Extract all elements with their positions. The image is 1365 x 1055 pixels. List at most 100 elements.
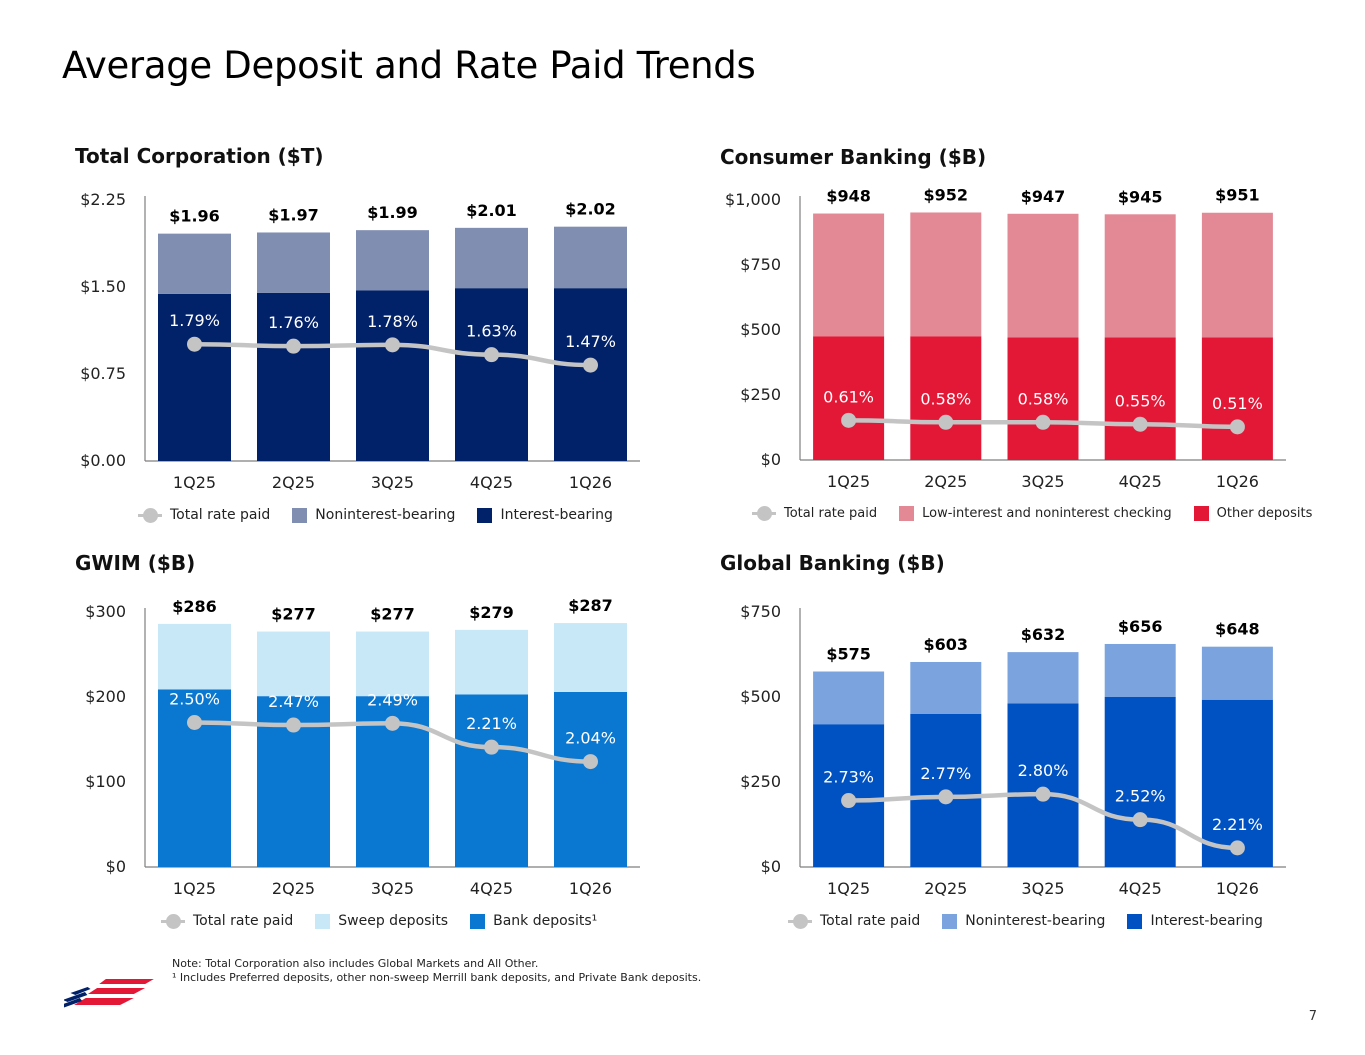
legend-label: Sweep deposits: [338, 913, 449, 929]
x-tick-label: 1Q25: [827, 472, 870, 491]
rate-value-label: 2.04%: [565, 729, 616, 748]
rate-point: [938, 414, 954, 430]
y-tick-label: $0.00: [80, 451, 126, 470]
footnote-note: Note: Total Corporation also includes Gl…: [172, 957, 539, 970]
rate-line-icon: [788, 913, 812, 929]
bar-segment-noninterest-bearing-3q25: [356, 230, 429, 291]
legend-item-interest-bearing: Interest-bearing: [477, 507, 613, 523]
bank-flag-logo: [64, 979, 154, 1009]
bar-segment-interest-bearing-1q26: [554, 288, 627, 461]
legend-swatch: [1127, 913, 1143, 929]
rate-line-icon: [138, 507, 162, 523]
x-tick-label: 2Q25: [272, 473, 315, 492]
rate-value-label: 2.77%: [920, 764, 971, 783]
bar-segment-noninterest-bearing-1q26: [1201, 646, 1273, 700]
y-tick-label: $500: [740, 320, 781, 339]
gwim-title: GWIM ($B): [75, 551, 196, 575]
total-value-label: $2.02: [565, 200, 616, 219]
legend-label: Total rate paid: [820, 913, 921, 929]
x-tick-label: 2Q25: [924, 472, 967, 491]
bar-segment-low-interest-and-noninterest-checking-4q25: [1104, 214, 1176, 338]
page-number: 7: [1308, 1009, 1317, 1024]
bar-segment-interest-bearing-3q25: [356, 290, 429, 461]
rate-point: [286, 717, 301, 733]
rate-value-label: 1.76%: [268, 313, 319, 332]
total-value-label: $277: [370, 605, 415, 624]
legend-item-bank-deposits: Bank deposits¹: [470, 913, 597, 929]
x-tick-label: 4Q25: [1119, 472, 1162, 491]
logo-stripe: [74, 998, 134, 1005]
legend-label: Total rate paid: [193, 913, 294, 929]
x-tick-label: 3Q25: [1021, 879, 1064, 898]
total-value-label: $948: [826, 187, 871, 206]
bar-segment-interest-bearing-3q25: [1007, 703, 1079, 867]
legend-label: Low-interest and noninterest checking: [922, 506, 1172, 521]
legend-label: Interest-bearing: [1150, 913, 1263, 929]
x-tick-label: 1Q26: [569, 473, 612, 492]
rate-point: [286, 338, 301, 354]
logo-stripe: [87, 988, 146, 994]
bar-segment-bank-deposits-1q26: [554, 691, 627, 867]
rate-point: [583, 754, 598, 770]
total-value-label: $945: [1118, 187, 1163, 206]
bar-segment-interest-bearing-1q25: [158, 293, 231, 461]
bar-segment-sweep-deposits-4q25: [455, 629, 528, 695]
rate-value-label: 0.58%: [1018, 389, 1069, 408]
rate-value-label: 1.63%: [466, 322, 517, 341]
legend-swatch: [1193, 506, 1209, 521]
page-title: Average Deposit and Rate Paid Trends: [62, 44, 756, 87]
bar-segment-noninterest-bearing-1q25: [158, 233, 231, 294]
legend-label: Bank deposits¹: [493, 913, 598, 929]
rate-point: [484, 347, 499, 363]
legend-label: Interest-bearing: [500, 507, 613, 523]
x-tick-label: 3Q25: [371, 879, 414, 898]
bar-segment-low-interest-and-noninterest-checking-1q26: [1201, 212, 1273, 338]
y-tick-label: $0: [761, 857, 781, 876]
y-tick-label: $750: [740, 255, 781, 274]
rate-point: [841, 793, 857, 809]
rate-line-icon: [752, 506, 776, 521]
y-tick-label: $1,000: [725, 190, 781, 209]
y-tick-label: $0.75: [80, 364, 126, 383]
legend-item-low-interest-checking: Low-interest and noninterest checking: [899, 506, 1172, 521]
rate-value-label: 2.73%: [823, 768, 874, 787]
bar-segment-other-deposits-4q25: [1104, 337, 1176, 460]
total-value-label: $277: [271, 605, 316, 624]
y-tick-label: $200: [85, 687, 126, 706]
y-tick-label: $0: [761, 450, 781, 469]
total-corporation-legend: Total rate paid Noninterest-bearing Inte…: [138, 507, 613, 523]
rate-value-label: 2.50%: [169, 690, 220, 709]
x-tick-label: 1Q26: [1216, 472, 1259, 491]
legend-label: Total rate paid: [784, 506, 878, 521]
bar-segment-noninterest-bearing-4q25: [455, 227, 528, 289]
footnote-1: ¹ Includes Preferred deposits, other non…: [172, 971, 702, 984]
legend-swatch: [292, 507, 308, 523]
total-value-label: $648: [1215, 620, 1260, 639]
logo-stripe: [70, 987, 91, 995]
bar-segment-noninterest-bearing-2q25: [910, 661, 982, 714]
total-value-label: $603: [924, 635, 969, 654]
bar-segment-noninterest-bearing-4q25: [1104, 643, 1176, 697]
bar-segment-noninterest-bearing-2q25: [257, 232, 330, 293]
bar-segment-other-deposits-1q25: [813, 336, 885, 460]
bar-segment-interest-bearing-1q26: [1201, 699, 1273, 867]
y-tick-label: $500: [740, 687, 781, 706]
legend-item-total-rate-paid: Total rate paid: [788, 913, 920, 929]
x-tick-label: 4Q25: [470, 879, 513, 898]
total-value-label: $287: [568, 596, 613, 615]
legend-item-interest-bearing: Interest-bearing: [1127, 913, 1263, 929]
y-tick-label: $250: [740, 772, 781, 791]
x-tick-label: 4Q25: [470, 473, 513, 492]
rate-point: [938, 789, 954, 805]
rate-value-label: 0.51%: [1212, 394, 1263, 413]
y-tick-label: $100: [85, 772, 126, 791]
rate-value-label: 1.47%: [565, 332, 616, 351]
rate-point: [187, 336, 202, 352]
legend-label: Total rate paid: [170, 507, 271, 523]
bar-segment-other-deposits-2q25: [910, 336, 982, 460]
x-tick-label: 4Q25: [1119, 879, 1162, 898]
x-tick-label: 1Q26: [1216, 879, 1259, 898]
